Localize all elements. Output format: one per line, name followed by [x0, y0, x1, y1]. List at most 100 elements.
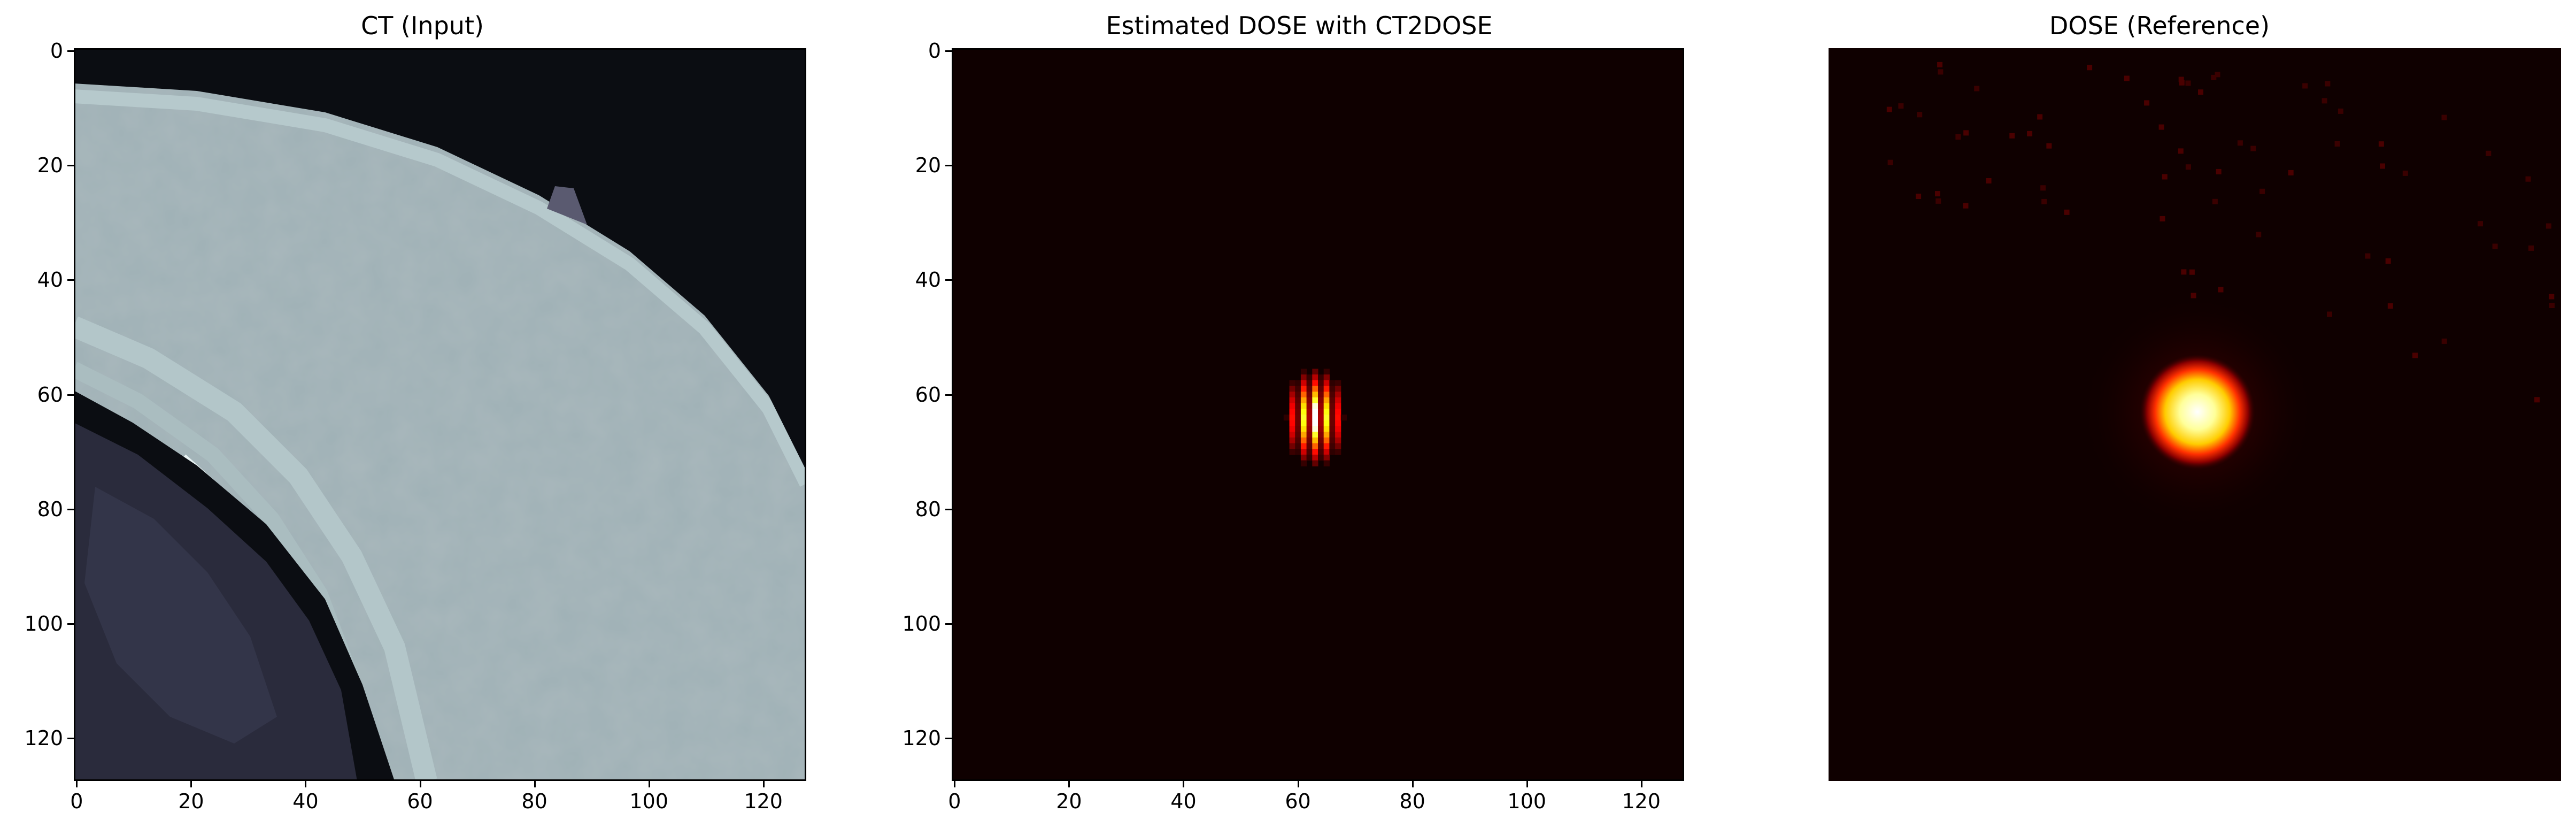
dose-pixel: [1306, 415, 1313, 421]
dose-pixel: [1323, 443, 1330, 449]
dose-speck: [2412, 353, 2418, 358]
dose-pixel: [1289, 415, 1295, 421]
dose-pixel: [1323, 426, 1330, 432]
dose-speck: [1938, 69, 1943, 75]
dose-pixel: [1329, 415, 1336, 421]
ct-x-axis: [74, 779, 806, 781]
dose-pixel: [1323, 386, 1330, 392]
dose-speck: [2385, 258, 2391, 264]
dose-speck: [2525, 176, 2531, 182]
dose-pixel: [1306, 426, 1313, 432]
dose-pixel: [1323, 454, 1330, 461]
x-tick: [534, 781, 536, 787]
dose-pixel: [1323, 420, 1330, 426]
dose-pixel: [1318, 386, 1324, 392]
dose-pixel: [1289, 397, 1295, 404]
estimated-dose-title: Estimated DOSE with CT2DOSE: [1106, 11, 1493, 40]
dose-speck: [1887, 159, 1893, 165]
dose-speck: [2256, 232, 2262, 238]
est-y-axis: [952, 48, 953, 781]
dose-pixel: [1300, 460, 1307, 466]
dose-pixel: [1289, 386, 1295, 392]
ct-y-axis: [74, 48, 75, 781]
x-tick-label: 100: [629, 790, 668, 813]
rib-band-outer: [74, 316, 437, 781]
x-tick: [1068, 781, 1070, 787]
dose-pixel: [1295, 392, 1301, 398]
x-tick: [1526, 781, 1528, 787]
x-tick-label: 60: [1285, 790, 1311, 813]
dose-pixel: [1335, 415, 1341, 421]
dose-pixel: [1306, 409, 1313, 415]
dose-pixel: [1329, 432, 1336, 438]
dose-pixel: [1329, 443, 1336, 449]
dose-pixel: [1318, 403, 1324, 409]
dose-speck: [2046, 143, 2052, 149]
dose-speck: [2325, 81, 2331, 87]
dose-pixel: [1312, 432, 1318, 438]
dose-speck: [1963, 130, 1969, 136]
dose-pixel: [1289, 420, 1295, 426]
dose-pixel: [1318, 409, 1324, 415]
y-tick: [945, 508, 952, 510]
dose-pixel: [1306, 374, 1313, 381]
dose-pixel: [1295, 449, 1301, 455]
scattered-dose-dots: [1886, 62, 2555, 403]
ct-top-spine: [74, 48, 806, 50]
dose-pixel: [1335, 380, 1341, 386]
dose-pixel: [1312, 443, 1318, 449]
dose-speck: [2216, 168, 2222, 174]
dose-pixel: [1318, 397, 1324, 404]
dose-speck: [1935, 191, 1940, 197]
x-tick-label: 60: [407, 790, 433, 813]
est-right-spine: [1683, 48, 1684, 781]
dose-pixel: [1318, 380, 1324, 386]
y-tick-label: 100: [24, 611, 63, 635]
dose-pixel: [1300, 454, 1307, 461]
x-tick: [190, 781, 192, 787]
dose-pixel: [1300, 420, 1307, 426]
y-tick-label: 120: [24, 726, 63, 750]
y-tick: [945, 623, 952, 625]
y-tick: [945, 737, 952, 739]
dose-speck: [2492, 243, 2498, 249]
y-tick: [945, 165, 952, 167]
y-tick-label: 60: [915, 382, 941, 407]
dose-pixel: [1289, 403, 1295, 409]
y-tick-label: 80: [915, 497, 941, 521]
dose-pixel: [1329, 437, 1336, 443]
dose-speck: [2441, 338, 2447, 344]
dose-speck: [2185, 164, 2191, 170]
dose-speck: [1963, 203, 1969, 209]
dose-speck: [2027, 131, 2033, 136]
dose-speck: [2302, 83, 2308, 89]
dose-pixel: [1295, 415, 1301, 421]
dose-speck: [2259, 188, 2265, 194]
dose-pixel: [1306, 386, 1313, 392]
y-tick: [945, 394, 952, 396]
dose-pixel: [1312, 392, 1318, 398]
y-tick-label: 40: [37, 268, 63, 292]
dose-pixel: [1300, 392, 1307, 398]
dose-speck: [2215, 72, 2220, 78]
x-tick: [648, 781, 650, 787]
y-tick: [67, 279, 74, 281]
dose-pixel: [1318, 426, 1324, 432]
dose-speck: [2402, 170, 2408, 176]
dose-pixel: [1312, 460, 1318, 466]
dose-pixel: [1323, 432, 1330, 438]
dose-speck: [2528, 245, 2534, 251]
dose-speck: [2087, 65, 2093, 71]
dose-pixel: [1335, 443, 1341, 449]
dose-pixel: [1312, 380, 1318, 386]
dose-pixel: [1318, 420, 1324, 426]
dose-pixel: [1329, 420, 1336, 426]
dose-pixel: [1335, 397, 1341, 404]
dose-pixel: [1335, 386, 1341, 392]
dose-pixel: [1335, 432, 1341, 438]
dose-pixel: [1289, 392, 1295, 398]
dose-pixel: [1295, 386, 1301, 392]
estimated-dose-image: [952, 48, 1684, 781]
dose-pixel: [1323, 374, 1330, 381]
dose-pixel: [1318, 432, 1324, 438]
